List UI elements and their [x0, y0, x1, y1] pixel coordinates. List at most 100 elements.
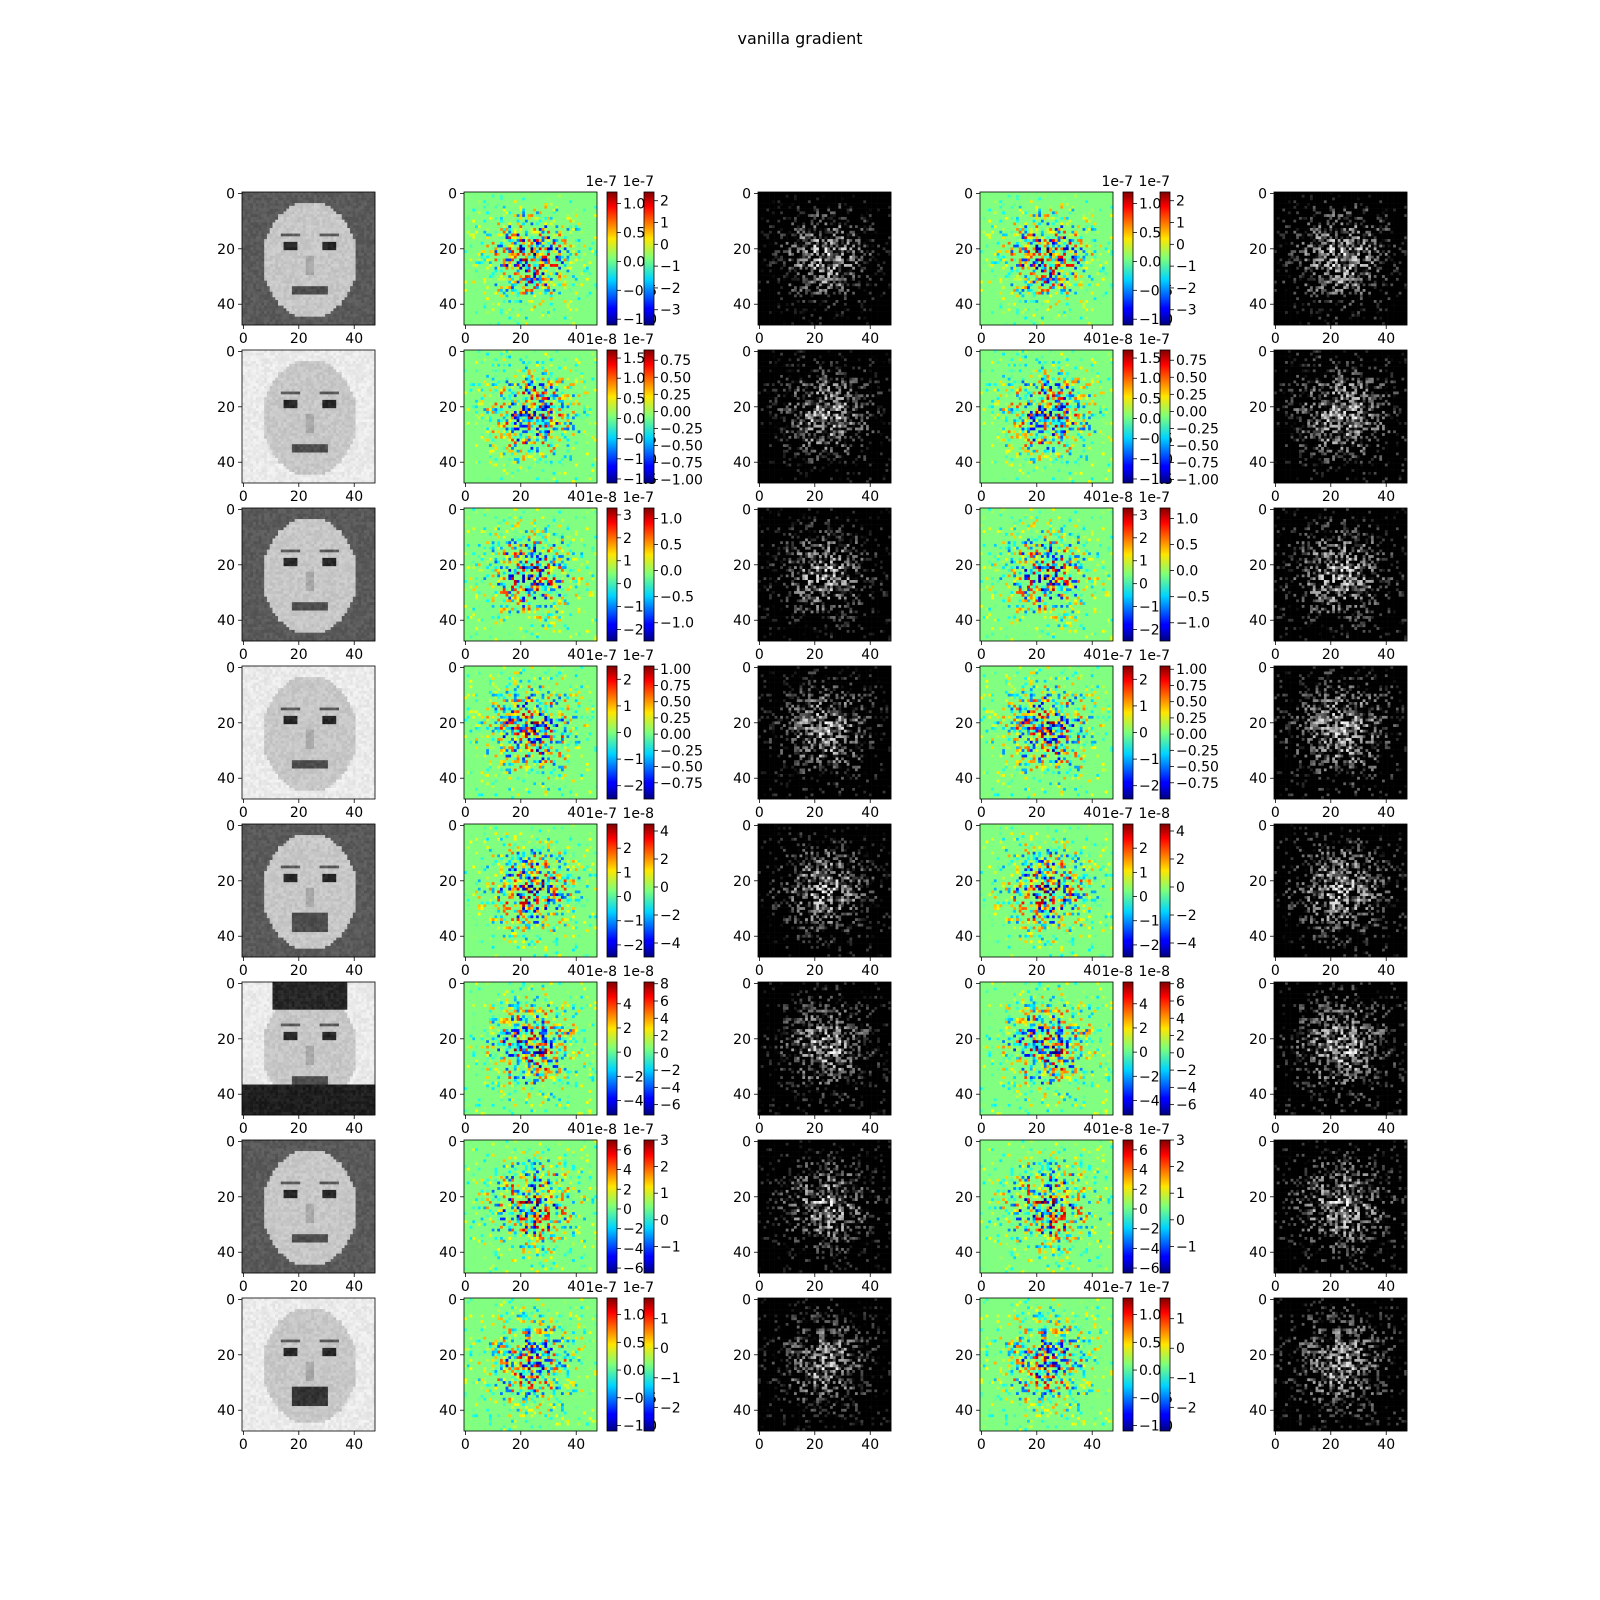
x-tick-label: 40	[1377, 1437, 1395, 1453]
y-tick-label: 40	[439, 1403, 457, 1419]
image-pixels	[758, 192, 891, 325]
y-tick-label: 40	[1249, 1087, 1267, 1103]
x-tick-label: 20	[1322, 963, 1340, 979]
y-tick-label: 20	[217, 874, 235, 890]
colorbar-tick-label: 0.50	[660, 370, 691, 386]
colorbar-tick-label: −1	[1176, 1371, 1197, 1387]
y-tick-label: 0	[226, 502, 235, 518]
y-tick-label: 40	[955, 771, 973, 787]
colorbar-offset-label: 1e-7	[623, 174, 654, 190]
x-tick-label: 40	[567, 1121, 585, 1137]
x-tick-label: 0	[461, 331, 470, 347]
colorbar-offset-label: 1e-8	[1102, 332, 1133, 348]
colorbar-tick-label: 0.75	[660, 353, 691, 369]
y-tick-label: 40	[955, 613, 973, 629]
image-pixels	[758, 824, 891, 957]
y-tick-label: 20	[439, 558, 457, 574]
colorbar-offset-label: 1e-7	[586, 648, 617, 664]
x-tick-label: 0	[461, 805, 470, 821]
y-tick-label: 0	[226, 186, 235, 202]
x-tick-label: 20	[290, 1121, 308, 1137]
y-tick-label: 40	[439, 455, 457, 471]
x-tick-label: 0	[1271, 489, 1280, 505]
colorbar-tick-label: 3	[660, 1133, 669, 1149]
y-tick-label: 40	[439, 1087, 457, 1103]
colorbar-tick-label: 3	[1176, 1133, 1185, 1149]
colorbar-gradient	[1123, 982, 1133, 1115]
colorbar-tick-label: 2	[660, 1029, 669, 1045]
image-pixels	[1274, 666, 1407, 799]
colorbar-offset-label: 1e-7	[586, 174, 617, 190]
x-tick-label: 40	[861, 805, 879, 821]
y-tick-label: 20	[733, 716, 751, 732]
x-tick-label: 0	[239, 963, 248, 979]
image-pixels	[758, 350, 891, 483]
colorbar-tick-label: −4	[1176, 1080, 1197, 1096]
colorbar-tick-label: 1.5	[623, 351, 645, 367]
colorbar-tick-label: −1.00	[660, 473, 703, 489]
colorbar-tick-label: 1.0	[1139, 197, 1161, 213]
x-tick-label: 0	[977, 489, 986, 505]
y-tick-label: 40	[439, 613, 457, 629]
y-tick-label: 40	[217, 1403, 235, 1419]
colorbar-tick-label: 0	[660, 880, 669, 896]
colorbar-gradient	[1160, 1298, 1170, 1431]
colorbar-gradient	[1160, 192, 1170, 325]
x-tick-label: 40	[861, 1437, 879, 1453]
x-tick-label: 20	[512, 1279, 530, 1295]
x-tick-label: 0	[1271, 331, 1280, 347]
colorbar-tick-label: −0.75	[1176, 776, 1219, 792]
image-pixels	[980, 982, 1113, 1115]
image-pixels	[464, 824, 597, 957]
y-tick-label: 20	[439, 400, 457, 416]
y-tick-label: 20	[439, 716, 457, 732]
colorbar-tick-label: 6	[660, 994, 669, 1010]
image-pixels	[242, 508, 375, 641]
y-tick-label: 20	[955, 400, 973, 416]
y-tick-label: 20	[955, 242, 973, 258]
colorbar-tick-label: −3	[1176, 303, 1197, 319]
colorbar-tick-label: −2	[623, 779, 644, 795]
y-tick-label: 40	[439, 929, 457, 945]
colorbar-tick-label: −1	[1176, 259, 1197, 275]
colorbar-offset-label: 1e-8	[1102, 490, 1133, 506]
x-tick-label: 40	[567, 331, 585, 347]
colorbar-tick-label: 0	[1139, 1202, 1148, 1218]
x-tick-label: 20	[1028, 1121, 1046, 1137]
y-tick-label: 40	[1249, 1245, 1267, 1261]
colorbar-tick-label: 0	[623, 890, 632, 906]
colorbar-b: 1.00.50.0−0.5−1.01e-7	[623, 490, 694, 641]
colorbar-tick-label: 1	[623, 865, 632, 881]
x-tick-label: 40	[567, 1279, 585, 1295]
image-pixels	[758, 1140, 891, 1273]
x-tick-label: 20	[806, 331, 824, 347]
image-pixels	[1274, 1140, 1407, 1273]
colorbar-tick-label: −0.25	[1176, 421, 1219, 437]
y-tick-label: 0	[226, 660, 235, 676]
colorbar-gradient	[644, 982, 654, 1115]
y-tick-label: 20	[217, 1032, 235, 1048]
image-pixels	[464, 192, 597, 325]
colorbar-tick-label: −4	[660, 936, 681, 952]
x-tick-label: 40	[1377, 1121, 1395, 1137]
colorbar-tick-label: 0.00	[1176, 727, 1207, 743]
colorbar-offset-label: 1e-7	[623, 490, 654, 506]
colorbar-tick-label: −2	[1139, 938, 1160, 954]
colorbar-gradient	[644, 1140, 654, 1273]
colorbar-tick-label: −1	[660, 1371, 681, 1387]
colorbar-tick-label: 0.0	[623, 254, 645, 270]
y-tick-label: 20	[733, 1032, 751, 1048]
colorbar-tick-label: 4	[1176, 1011, 1185, 1027]
x-tick-label: 0	[239, 805, 248, 821]
colorbar-tick-label: 0.5	[623, 1335, 645, 1351]
colorbar-tick-label: 0.5	[623, 225, 645, 241]
colorbar-gradient	[1160, 1140, 1170, 1273]
colorbar-tick-label: 0.75	[660, 678, 691, 694]
x-tick-label: 0	[755, 1121, 764, 1137]
y-tick-label: 40	[955, 1245, 973, 1261]
